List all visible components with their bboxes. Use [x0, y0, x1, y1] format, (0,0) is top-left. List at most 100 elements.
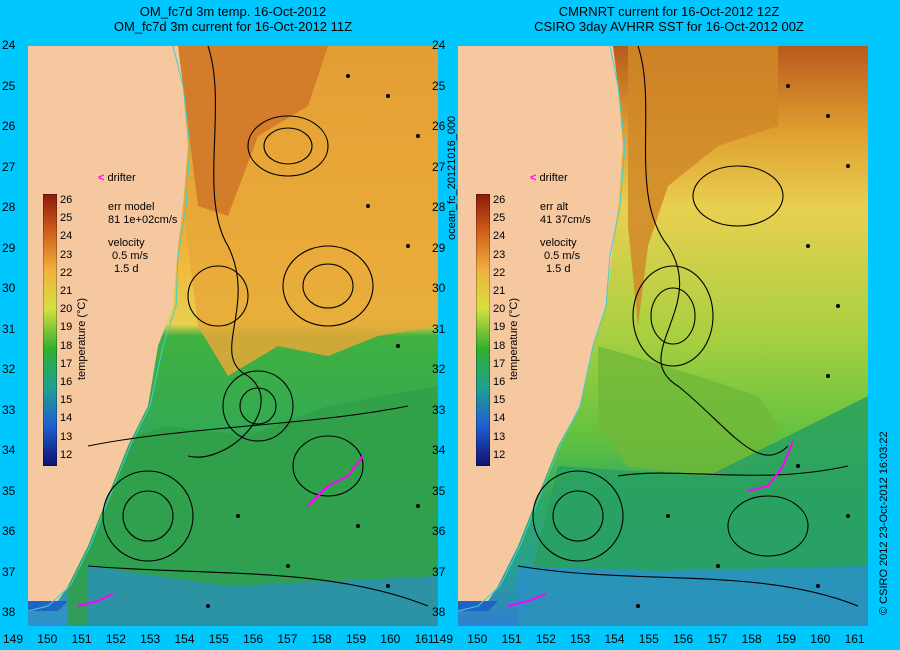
latitudes-right-label: 37 [432, 564, 446, 579]
colorbar-tick-label: 19 [60, 321, 73, 334]
longitudes-left-label: 158 [311, 632, 332, 646]
longitudes-right-label: 157 [707, 632, 728, 646]
latitudes-left-label: 29 [2, 240, 16, 255]
drifter-marker-icon: < [530, 172, 537, 184]
longitudes-left-label: 157 [277, 632, 298, 646]
drifter-track-south [507, 593, 547, 607]
latitudes-right-label: 29 [432, 240, 446, 255]
latitudes-left-label: 30 [2, 281, 16, 295]
latitudes-left-label: 24 [2, 38, 16, 52]
latitudes-left-label: 35 [2, 483, 16, 498]
right-velocity-time: 1.5 d [546, 263, 571, 275]
latitudes-right-label: 28 [432, 200, 446, 214]
current-arrows [636, 84, 850, 608]
right-velocity-scale: 0.5 m/s [544, 250, 581, 262]
colorbar-tick-label: 17 [60, 357, 73, 370]
land-area [28, 46, 188, 601]
colorbar-tick-label: 24 [60, 230, 73, 243]
right-drifter-label: drifter [539, 172, 568, 184]
colorbar-tick-label: 18 [60, 339, 73, 352]
right-err-value: 41 37cm/s [540, 214, 591, 226]
longitudes-right-label: 159 [775, 632, 797, 646]
latitudes-right-label: 35 [432, 483, 446, 498]
drifter-track-south [77, 593, 114, 607]
right-title-line2: CSIRO 3day AVHRR SST for 16-Oct-2012 00Z [534, 19, 804, 34]
current-eddies [517, 46, 859, 607]
colorbar-tick-label: 23 [493, 248, 506, 261]
latitudes-right-label: 31 [432, 321, 446, 336]
colorbar-tick-label: 22 [60, 266, 73, 279]
latitudes-right-label: 33 [432, 402, 446, 417]
colorbar-tick-label: 14 [493, 412, 506, 425]
latitudes-right-label: 24 [432, 38, 446, 52]
left-velocity-label: velocity [108, 237, 145, 249]
colorbar-tick-label: 24 [493, 230, 506, 243]
longitudes-left-label: 152 [105, 632, 126, 646]
longitudes-left-label: 153 [140, 632, 161, 646]
longitudes-left-label: 149 [2, 632, 24, 646]
longitudes-left-label: 155 [208, 632, 229, 646]
longitudes-right-label: 160 [810, 632, 831, 646]
colorbar-tick-label: 21 [60, 285, 73, 297]
colorbar-tick-label: 20 [493, 303, 506, 316]
left-drifter-legend: < drifter [98, 172, 136, 184]
latitudes-left-label: 25 [2, 78, 16, 93]
latitudes-left-label: 27 [2, 159, 16, 174]
colorbar-tick-label: 23 [60, 248, 73, 261]
right-panel-title: CMRNRT current for 16-Oct-2012 12Z CSIRO… [454, 4, 884, 34]
colorbar-tick-label: 25 [493, 212, 506, 225]
left-title-line2: OM_fc7d 3m current for 16-Oct-2012 11Z [113, 19, 353, 34]
left-panel-title: OM_fc7d 3m temp. 16-Oct-2012 OM_fc7d 3m … [18, 4, 448, 34]
left-title-line1: OM_fc7d 3m temp. 16-Oct-2012 [139, 4, 327, 19]
longitudes-left-label: 156 [243, 632, 264, 646]
colorbar-tick-label: 21 [493, 285, 506, 297]
longitudes-right-label: 149 [432, 632, 454, 646]
longitudes-right-label: 155 [638, 632, 659, 646]
longitudes-left-label: 150 [37, 632, 58, 646]
latitudes-left-label: 34 [2, 443, 16, 457]
latitudes-left-label: 31 [2, 321, 16, 336]
longitudes-right-label: 150 [467, 632, 488, 646]
warm-core [628, 46, 778, 326]
colorbar-tick-label: 12 [493, 448, 506, 461]
left-err-label: err model [108, 201, 155, 213]
longitudes-left-label: 161 [414, 632, 435, 646]
left-map-svg [28, 46, 438, 626]
longitudes-left-label: 159 [345, 632, 367, 646]
colorbar-tick-label: 26 [60, 194, 73, 206]
colorbar-tick-label: 13 [60, 430, 73, 443]
latitudes-right-label: 27 [432, 159, 446, 174]
latitudes-left-label: 28 [2, 200, 16, 214]
current-eddies [87, 46, 429, 607]
left-colorbar-label: temperature (°C) [76, 297, 88, 380]
latitudes-right-label: 38 [432, 605, 446, 619]
land-area [458, 46, 623, 601]
right-title-line1: CMRNRT current for 16-Oct-2012 12Z [558, 4, 780, 19]
colorbar-tick-label: 22 [493, 266, 506, 279]
latitudes-left-label: 37 [2, 564, 16, 579]
drifter-track [307, 455, 364, 507]
latitudes-left-label: 33 [2, 402, 16, 417]
colorbar-tick-label: 16 [60, 376, 73, 388]
latitudes-right-label: 25 [432, 78, 446, 93]
latitudes-right-label: 34 [432, 443, 446, 457]
longitudes-left-label: 160 [380, 632, 401, 646]
right-colorbar-label: temperature (°C) [508, 297, 520, 380]
side-file-label: ocean_fc_20121016_000 [446, 115, 458, 240]
colorbar-tick-label: 15 [493, 394, 506, 407]
longitudes-right-label: 156 [673, 632, 694, 646]
longitudes-right-label: 153 [570, 632, 591, 646]
colorbar-tick-label: 13 [493, 430, 506, 443]
right-velocity-label: velocity [540, 237, 577, 249]
colorbar-tick-label: 17 [493, 357, 506, 370]
left-drifter-label: drifter [107, 172, 136, 184]
longitudes-right-label: 151 [501, 632, 522, 646]
left-colorbar [42, 193, 58, 467]
colorbar-tick-label: 18 [493, 339, 506, 352]
right-err-label: err alt [540, 201, 569, 213]
longitudes-left-label: 151 [71, 632, 92, 646]
latitudes-right-label: 36 [432, 524, 446, 538]
drifter-track [747, 440, 794, 492]
left-velocity-scale: 0.5 m/s [112, 250, 149, 262]
drifter-marker-icon: < [98, 172, 105, 184]
